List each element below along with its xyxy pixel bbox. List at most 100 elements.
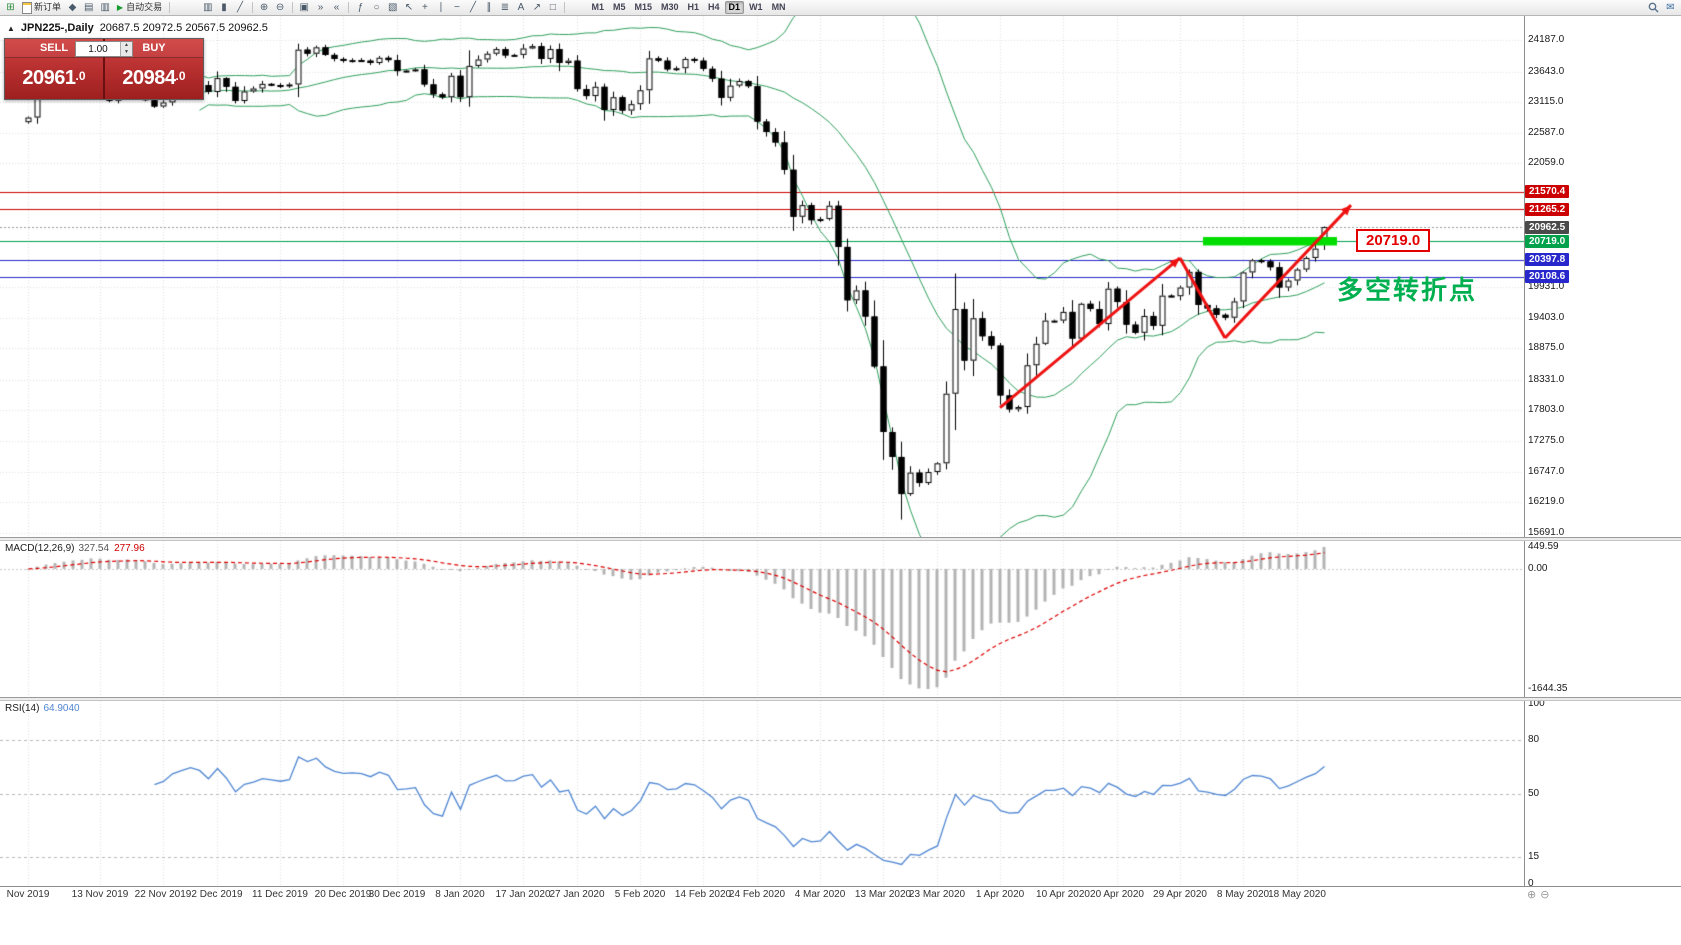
- channel-button[interactable]: ∥: [481, 1, 496, 15]
- rsi-scale-100: 100: [1528, 698, 1545, 709]
- toolbar-separator: [169, 2, 171, 13]
- rsi-scale-80: 80: [1528, 734, 1540, 745]
- periods-button[interactable]: ○: [369, 1, 384, 15]
- timeframe-m1-button[interactable]: M1: [587, 1, 608, 14]
- line-chart-button[interactable]: ╱: [233, 1, 248, 15]
- text-icon: A: [517, 1, 525, 13]
- time-axis-label: 8 May 2020: [1216, 889, 1270, 900]
- time-axis-label: 13 Nov 2019: [71, 889, 129, 900]
- templates-icon: ▧: [388, 1, 398, 13]
- text-button[interactable]: A: [513, 1, 528, 15]
- new-order-button[interactable]: 新订单: [19, 1, 64, 15]
- price-tick-label: 16747.0: [1528, 466, 1565, 477]
- timeframe-h1-button[interactable]: H1: [684, 1, 704, 14]
- arrows-icon: ↗: [532, 1, 542, 13]
- timeframe-w1-button[interactable]: W1: [745, 1, 767, 14]
- horizontal-line-button[interactable]: −: [449, 1, 464, 15]
- shapes-button[interactable]: □: [545, 1, 560, 15]
- main-chart-canvas[interactable]: [0, 16, 1524, 537]
- rsi-label: RSI(14) 64.9040: [5, 703, 80, 714]
- timeframe-m5-button[interactable]: M5: [609, 1, 630, 14]
- time-axis-label: 29 Apr 2020: [1153, 889, 1207, 900]
- price-scale[interactable]: 24187.0 23643.0 23115.0 22587.0 22059.0 19931…: [1525, 0, 1680, 945]
- time-axis-label: 24 Feb 2020: [728, 889, 786, 900]
- templates-button[interactable]: ▧: [385, 1, 400, 15]
- autotrading-play-icon: ▶: [116, 2, 124, 12]
- price-callout-label[interactable]: 20719.0: [1356, 229, 1431, 252]
- price-tick-label: 15691.0: [1528, 527, 1565, 538]
- bar-chart-button[interactable]: ▥: [200, 1, 215, 15]
- timeframe-h4-button[interactable]: H4: [704, 1, 724, 14]
- toolbar-separator: [348, 2, 349, 13]
- cursor-button[interactable]: ↖: [401, 1, 416, 15]
- zoom-out-button[interactable]: ⊖: [273, 1, 288, 15]
- rsi-panel-canvas[interactable]: [0, 701, 1524, 886]
- new-chart-icon: ⊞: [6, 1, 15, 13]
- timeframe-mn-button[interactable]: MN: [768, 1, 790, 14]
- bar-chart-icon: ▥: [203, 1, 213, 13]
- turning-point-annotation[interactable]: 多空转折点: [1337, 275, 1478, 305]
- axis-zoom-controls: ⊕ ⊖: [1527, 888, 1549, 901]
- time-axis-label: 1 Apr 2020: [975, 889, 1025, 900]
- price-tag-21265.2: 21265.2: [1525, 203, 1570, 216]
- zoom-out-icon[interactable]: ⊖: [1540, 889, 1550, 901]
- market-watch-button[interactable]: ▤: [81, 1, 96, 15]
- search-button[interactable]: [1645, 1, 1662, 15]
- trendline-button[interactable]: ╱: [465, 1, 480, 15]
- chart-shift-button[interactable]: «: [329, 1, 344, 15]
- new-order-icon: [22, 1, 32, 14]
- auto-scroll-icon: »: [317, 1, 324, 13]
- macd-main-value: 327.54: [78, 543, 110, 554]
- candlestick-chart-button[interactable]: ▮: [217, 1, 232, 15]
- candlestick-chart-icon: ▮: [221, 1, 227, 13]
- channel-icon: ∥: [486, 1, 492, 13]
- tile-windows-icon: ▣: [299, 1, 309, 13]
- price-tick-label: 22059.0: [1528, 157, 1565, 168]
- price-tick-label: 19403.0: [1528, 312, 1565, 323]
- timeframe-m30-button[interactable]: M30: [657, 1, 683, 14]
- zoom-in-button[interactable]: ⊕: [257, 1, 272, 15]
- timeframe-d1-button[interactable]: D1: [724, 1, 745, 14]
- price-scale-border: [1524, 16, 1525, 886]
- volume-down-button[interactable]: ▼: [121, 49, 132, 56]
- crosshair-button[interactable]: +: [417, 1, 432, 15]
- horizontal-line-icon: −: [454, 1, 460, 13]
- rsi-value: 64.9040: [43, 703, 80, 714]
- chart-title: ▲ JPN225-,Daily 20687.5 20972.5 20567.5 …: [7, 22, 268, 34]
- tile-windows-button[interactable]: ▣: [297, 1, 312, 15]
- price-tag-20108.6: 20108.6: [1525, 270, 1570, 283]
- autotrading-button[interactable]: ▶ 自动交易: [114, 1, 165, 15]
- panel-splitter[interactable]: [0, 537, 1681, 541]
- panel-splitter[interactable]: [0, 697, 1681, 701]
- macd-scale-max: 449.59: [1528, 541, 1559, 552]
- volume-up-button[interactable]: ▲: [121, 42, 132, 49]
- time-axis-label: 17 Jan 2020: [495, 889, 551, 900]
- macd-label: MACD(12,26,9) 327.54 277.96: [5, 543, 145, 554]
- metaeditor-button[interactable]: ◆: [65, 1, 80, 15]
- data-window-button[interactable]: ▥: [97, 1, 112, 15]
- new-chart-button[interactable]: ⊞: [3, 1, 18, 15]
- price-tick-label: 16219.0: [1528, 496, 1565, 507]
- price-tick-label: 22587.0: [1528, 127, 1565, 138]
- fibonacci-button[interactable]: ≣: [497, 1, 512, 15]
- macd-panel-canvas[interactable]: [0, 541, 1524, 697]
- autotrading-label: 自动交易: [126, 2, 163, 12]
- line-chart-icon: ╱: [237, 1, 244, 13]
- time-axis-label: 18 May 2020: [1268, 889, 1326, 900]
- rsi-scale-50: 50: [1528, 788, 1540, 799]
- time-axis-label: 20 Dec 2019: [314, 889, 372, 900]
- price-tick-label: 23643.0: [1528, 66, 1565, 77]
- timeframe-m15-button[interactable]: M15: [630, 1, 656, 14]
- indicators-button[interactable]: ƒ: [353, 1, 368, 15]
- volume-value[interactable]: 1.00: [88, 43, 108, 55]
- arrows-button[interactable]: ↗: [529, 1, 544, 15]
- macd-signal-value: 277.96: [114, 543, 145, 554]
- periods-icon: ○: [373, 1, 380, 13]
- data-window-icon: ▥: [100, 1, 110, 13]
- time-axis[interactable]: Nov 2019 13 Nov 2019 22 Nov 2019 2 Dec 2019…: [0, 889, 1524, 904]
- auto-scroll-button[interactable]: »: [313, 1, 328, 15]
- zoom-in-icon[interactable]: ⊕: [1527, 889, 1537, 901]
- messages-button[interactable]: ✉: [1663, 1, 1678, 15]
- vertical-line-button[interactable]: ∣: [433, 1, 448, 15]
- volume-stepper[interactable]: 1.00 ▲ ▼: [75, 41, 133, 57]
